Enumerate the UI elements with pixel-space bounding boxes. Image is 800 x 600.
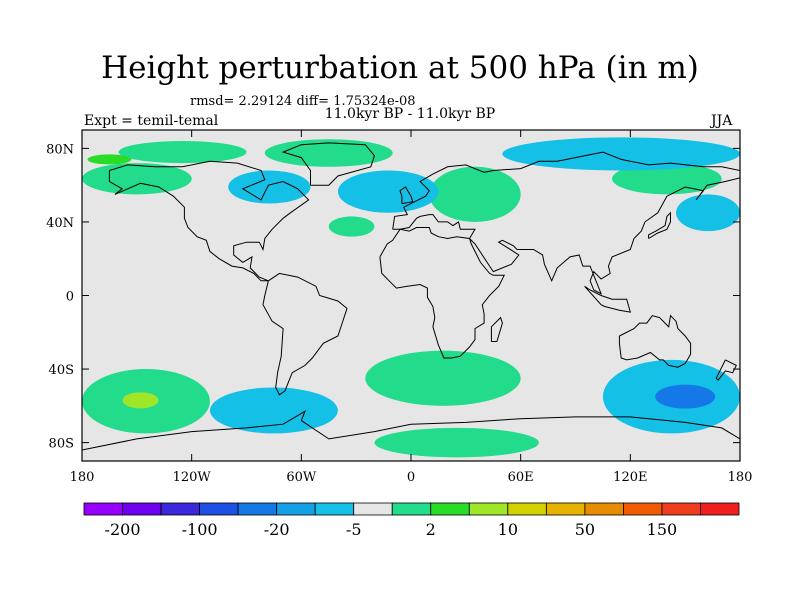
coastline-new-zealand xyxy=(715,359,737,381)
region-core xyxy=(655,384,716,409)
region-europe-positive xyxy=(429,166,521,222)
region-siberia-negative xyxy=(502,137,740,171)
lon-tick-label: 180 xyxy=(728,470,753,485)
coastline-madagascar xyxy=(490,316,503,342)
colorbar-box xyxy=(545,502,586,516)
coastline-africa xyxy=(379,227,506,359)
coastline-greenland xyxy=(281,142,375,186)
colorbar-label: -20 xyxy=(264,520,290,539)
lon-tick-label: 180 xyxy=(70,470,95,485)
lon-tick-label: 120W xyxy=(173,470,212,485)
axis-ticks: 80N 40N 0 40S 80S 180 120W 60W 0 60E 120E 180 xyxy=(46,130,752,485)
colorbar-label: 50 xyxy=(575,520,595,539)
region-core xyxy=(87,154,132,165)
colorbar-box xyxy=(199,502,239,516)
colorbar-box xyxy=(314,502,355,516)
season-label: JJA xyxy=(711,113,733,129)
region-south-atlantic-positive xyxy=(365,350,521,406)
region-north-pacific-positive xyxy=(612,163,722,195)
colorbar-label: 2 xyxy=(426,520,436,539)
region-southern-ocean-negative xyxy=(209,387,338,434)
colorbar-box xyxy=(700,502,740,516)
region-east-asia-negative xyxy=(676,194,741,232)
colorbar-label: 150 xyxy=(647,520,678,539)
colorbar-label: 10 xyxy=(498,520,518,539)
lat-tick-label: 40N xyxy=(46,216,74,231)
coastline-uk xyxy=(399,186,414,205)
experiment-label: Expt = temil-temal xyxy=(84,113,219,129)
region-antarctica-positive xyxy=(374,427,539,458)
coastline-australia xyxy=(618,314,692,368)
region-labrador-negative xyxy=(228,170,311,204)
colorbar-box xyxy=(122,502,162,516)
coastline-south-america xyxy=(262,272,348,396)
lat-tick-label: 80N xyxy=(46,142,74,157)
coastline-indonesia xyxy=(584,285,631,313)
colorbar-label: -200 xyxy=(105,520,141,539)
lat-tick-label: 0 xyxy=(66,290,74,305)
colorbar-box xyxy=(237,502,278,516)
colorbar-label: -5 xyxy=(346,520,362,539)
colorbar-box xyxy=(83,502,123,516)
lon-tick-label: 120E xyxy=(613,470,647,485)
anomaly-regions xyxy=(82,137,741,458)
colorbar-box xyxy=(507,502,547,516)
rmsd-stats: rmsd= 2.29124 diff= 1.75324e-08 xyxy=(190,94,416,109)
colorbar-boxes xyxy=(83,502,740,516)
colorbar-box xyxy=(661,502,701,516)
colorbar-box xyxy=(468,502,509,516)
colorbar-labels: -200 -100 -20 -5 2 10 50 150 xyxy=(105,520,678,539)
lat-tick-label: 40S xyxy=(49,363,74,378)
colorbar-box xyxy=(276,502,316,516)
map-title: Height perturbation at 500 hPa (in m) xyxy=(101,50,699,86)
colorbar-box xyxy=(623,502,663,516)
region-core xyxy=(122,392,159,409)
lon-tick-label: 0 xyxy=(407,470,415,485)
coastline-japan xyxy=(648,211,671,239)
colorbar-box xyxy=(391,502,432,516)
coastline-antarctica xyxy=(81,410,741,451)
colorbar-box xyxy=(353,502,393,516)
coastline-north-america xyxy=(108,160,310,282)
colorbar-box xyxy=(160,502,200,516)
colorbar-label: -100 xyxy=(182,520,218,539)
lon-tick-label: 60W xyxy=(286,470,317,485)
region-arctic-canada-positive xyxy=(118,141,247,164)
period-label: 11.0kyr BP - 11.0kyr BP xyxy=(324,106,496,122)
colorbar-box xyxy=(430,502,470,516)
lon-tick-label: 60E xyxy=(508,470,534,485)
lat-tick-label: 80S xyxy=(49,437,74,452)
colorbar-box xyxy=(584,502,624,516)
coastline-eurasia xyxy=(392,151,741,295)
region-north-atlantic-positive xyxy=(328,216,375,237)
